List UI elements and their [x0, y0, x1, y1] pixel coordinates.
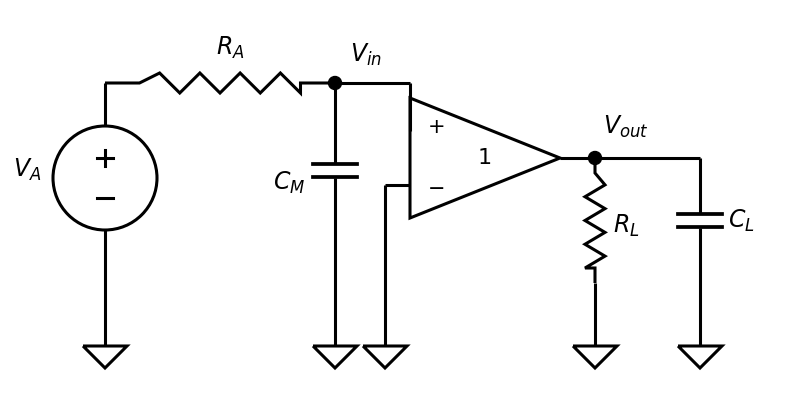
Text: $C_M$: $C_M$ — [273, 169, 305, 196]
Text: $V_{out}$: $V_{out}$ — [603, 114, 649, 140]
Circle shape — [589, 152, 602, 164]
Text: $V_{in}$: $V_{in}$ — [350, 42, 382, 68]
Text: 1: 1 — [478, 148, 492, 168]
Text: $V_A$: $V_A$ — [13, 157, 41, 183]
Text: $R_A$: $R_A$ — [216, 35, 244, 61]
Circle shape — [329, 76, 342, 90]
Text: +: + — [428, 117, 446, 137]
Text: $R_L$: $R_L$ — [613, 212, 640, 239]
Text: $C_L$: $C_L$ — [728, 207, 754, 234]
Text: −: − — [428, 179, 446, 199]
